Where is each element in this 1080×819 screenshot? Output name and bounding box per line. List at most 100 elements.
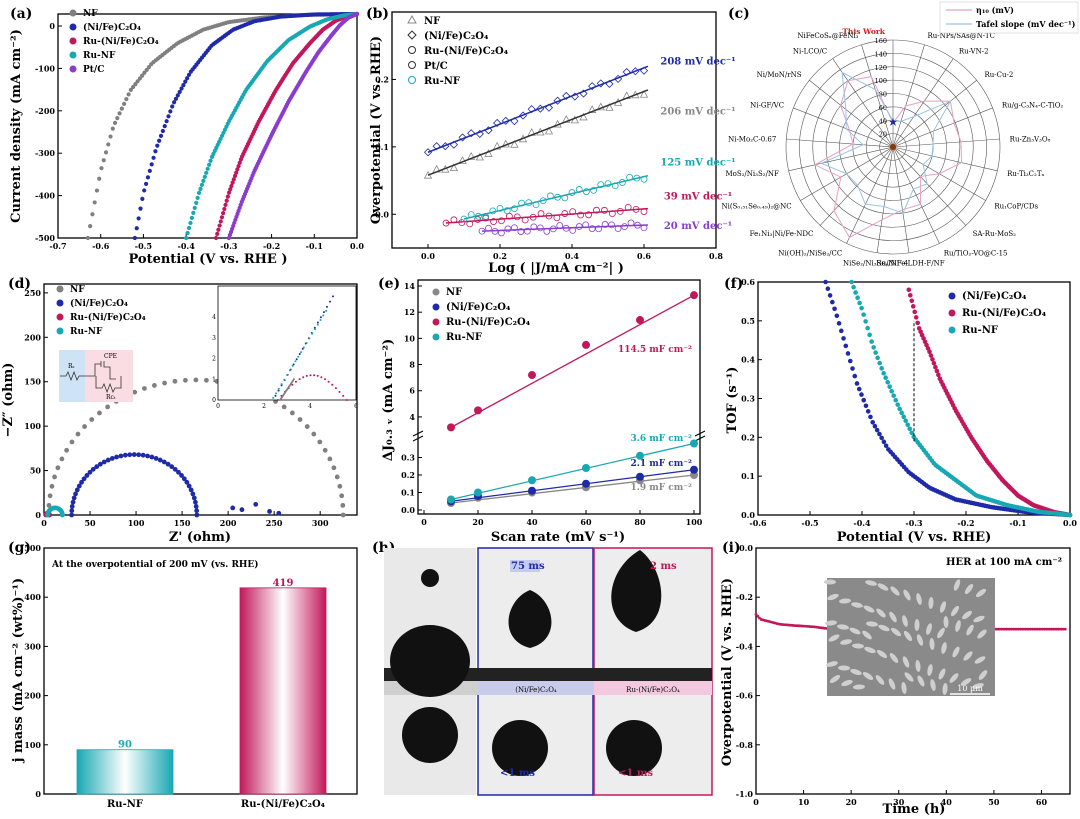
panel-f-point-Ru-NF <box>861 312 866 317</box>
panel-f-point-(Ni/Fe)C₂O₄ <box>865 409 871 414</box>
panel-a-point-(Ni/Fe)C₂O₄ <box>162 123 167 129</box>
panel-a-point-Ru-NF <box>207 162 212 167</box>
panel-d-label: (d) <box>8 276 31 292</box>
panel-d-point-(Ni/Fe)C₂O₄ <box>122 452 128 458</box>
panel-d-point-(Ni/Fe)C₂O₄ <box>136 452 142 458</box>
panel-d-inset-point <box>322 311 325 314</box>
panel-a-xtick-label: -0.5 <box>135 241 152 251</box>
panel-d-inset-point <box>345 399 348 401</box>
panel-i-sem-texture <box>903 589 911 601</box>
panel-d-inset-point <box>291 364 294 367</box>
panel-g-ytick-label: 200 <box>24 691 41 701</box>
panel-d-inset-point <box>324 378 327 381</box>
panel-d-inset-point <box>277 389 280 392</box>
panel-c-center <box>890 144 896 150</box>
panel-a-point-NF <box>108 134 113 139</box>
panel-c-spoke-label: MoS₂/Ni₃S₂/NF <box>725 170 779 178</box>
panel-i-sem-texture <box>949 673 959 683</box>
panel-e-ytick-label: 12 <box>404 307 415 317</box>
panel-f-point-Ru-NF <box>873 350 878 355</box>
panel-e-point <box>528 486 536 495</box>
panel-f-point-(Ni/Fe)C₂O₄ <box>852 373 858 379</box>
panel-e-legend-marker <box>432 303 440 311</box>
panel-b-ytick-label: 0.1 <box>375 142 389 152</box>
panel-d-inset-point <box>300 351 303 354</box>
panel-e-ytick-label: 0.0 <box>401 505 415 515</box>
panel-d-point-NF <box>182 377 188 383</box>
panel-i-scale-label: 10 μm <box>957 684 983 693</box>
panel-c-this-work-label: This Work <box>842 27 885 36</box>
panel-d-point-(Ni/Fe)C₂O₄ <box>118 453 124 459</box>
panel-d-point-(Ni/Fe)C₂O₄ <box>145 453 150 459</box>
panel-i-sem-texture <box>841 679 853 687</box>
panel-i-sem-texture <box>902 615 908 627</box>
panel-b-point <box>467 151 476 160</box>
panel-i-sem-texture <box>937 627 945 639</box>
panel-b-point <box>597 181 605 189</box>
panel-a-point-Ru-(Ni/Fe)C₂O₄ <box>219 215 225 220</box>
panel-g-value-label: 419 <box>273 578 294 589</box>
panel-d-inset-point <box>313 328 316 331</box>
panel-d-point-NF <box>340 502 346 508</box>
panel-a-xtick-label: -0.7 <box>49 241 66 251</box>
panel-f-point-(Ni/Fe)C₂O₄ <box>843 343 849 349</box>
panel-i-ytick-label: -0.2 <box>736 592 753 602</box>
panel-i-sem-texture <box>828 634 840 642</box>
panel-c-spoke <box>892 146 940 244</box>
panel-a-point-Ru-(Ni/Fe)C₂O₄ <box>236 163 241 169</box>
panel-f-point-Ru-NF <box>875 355 880 361</box>
panel-d-inset-point <box>274 394 277 397</box>
panel-g-ytick-label: 500 <box>24 543 41 553</box>
panel-c-spoke <box>809 80 894 148</box>
panel-e-xtick-label: 20 <box>472 517 484 527</box>
panel-a-xtick-label: 0.0 <box>350 241 364 251</box>
panel-d-point-(Ni/Fe)C₂O₄ <box>105 457 111 463</box>
panel-c-spoke <box>793 107 894 148</box>
panel-a-point-NF <box>144 67 149 73</box>
panel-e-point <box>690 439 698 448</box>
panel-d-inset-point <box>311 332 314 335</box>
panel-h-droplet-nife-bottom <box>492 720 548 776</box>
panel-d-point-(Ni/Fe)C₂O₄ <box>74 487 80 493</box>
panel-d-circuit-rs-label: Rₛ <box>68 363 75 370</box>
panel-a-legend-label: Ru-NF <box>83 51 116 61</box>
panel-c-rtick-label: 100 <box>875 77 887 85</box>
panel-d-point-NF <box>193 377 199 383</box>
panel-a-point-(Ni/Fe)C₂O₄ <box>149 162 154 167</box>
panel-a-point-Ru-NF <box>194 200 199 205</box>
panel-e-point <box>528 476 536 485</box>
panel-f-point-(Ni/Fe)C₂O₄ <box>847 358 853 364</box>
panel-b-point <box>498 217 505 225</box>
panel-a-point-Pt/C <box>354 11 360 17</box>
panel-b-legend-marker <box>408 76 416 84</box>
panel-c-spoke <box>892 58 954 148</box>
panel-b-slope-label: 208 mV dec⁻¹ <box>660 57 735 68</box>
panel-i-sem-texture <box>862 630 872 640</box>
panel-f-point-Ru-NF <box>893 397 898 403</box>
panel-a-point-Ru-NF <box>195 195 200 200</box>
panel-d-point-(Ni/Fe)C₂O₄ <box>169 464 175 470</box>
panel-f-xtick-label: -0.1 <box>1009 518 1026 528</box>
panel-a-point-Ru-(Ni/Fe)C₂O₄ <box>218 219 223 224</box>
panel-c-rtick-label: 120 <box>875 64 887 72</box>
panel-e-point <box>447 495 455 504</box>
panel-e-capacitance-label: 2.1 mF cm⁻² <box>630 459 692 469</box>
panel-d-inset-point <box>331 383 334 386</box>
panel-i-sem-texture <box>850 668 862 676</box>
panel-e-point <box>447 423 455 432</box>
panel-e-capacitance-label: 3.6 mF cm⁻² <box>630 434 692 444</box>
panel-d-inset-point <box>342 394 345 397</box>
panel-b-point <box>511 224 518 232</box>
panel-a-point-Ru-NF <box>198 186 203 191</box>
panel-i-ytick-label: -1.0 <box>736 789 754 799</box>
panel-b-point <box>527 105 536 114</box>
panel-i-sem-texture <box>929 638 935 650</box>
panel-d-inset-point <box>274 392 277 395</box>
panel-a-point-Ru-NF <box>191 210 196 216</box>
panel-i-sem-texture <box>955 620 961 632</box>
panel-e-frame <box>417 279 701 515</box>
panel-f-point-Ru-(Ni/Fe)C₂O₄ <box>915 320 920 326</box>
panel-a-point-NF <box>124 97 129 102</box>
panel-d-point-(Ni/Fe)C₂O₄ <box>131 452 137 457</box>
panel-b-xtick-label: 0.2 <box>493 251 507 261</box>
